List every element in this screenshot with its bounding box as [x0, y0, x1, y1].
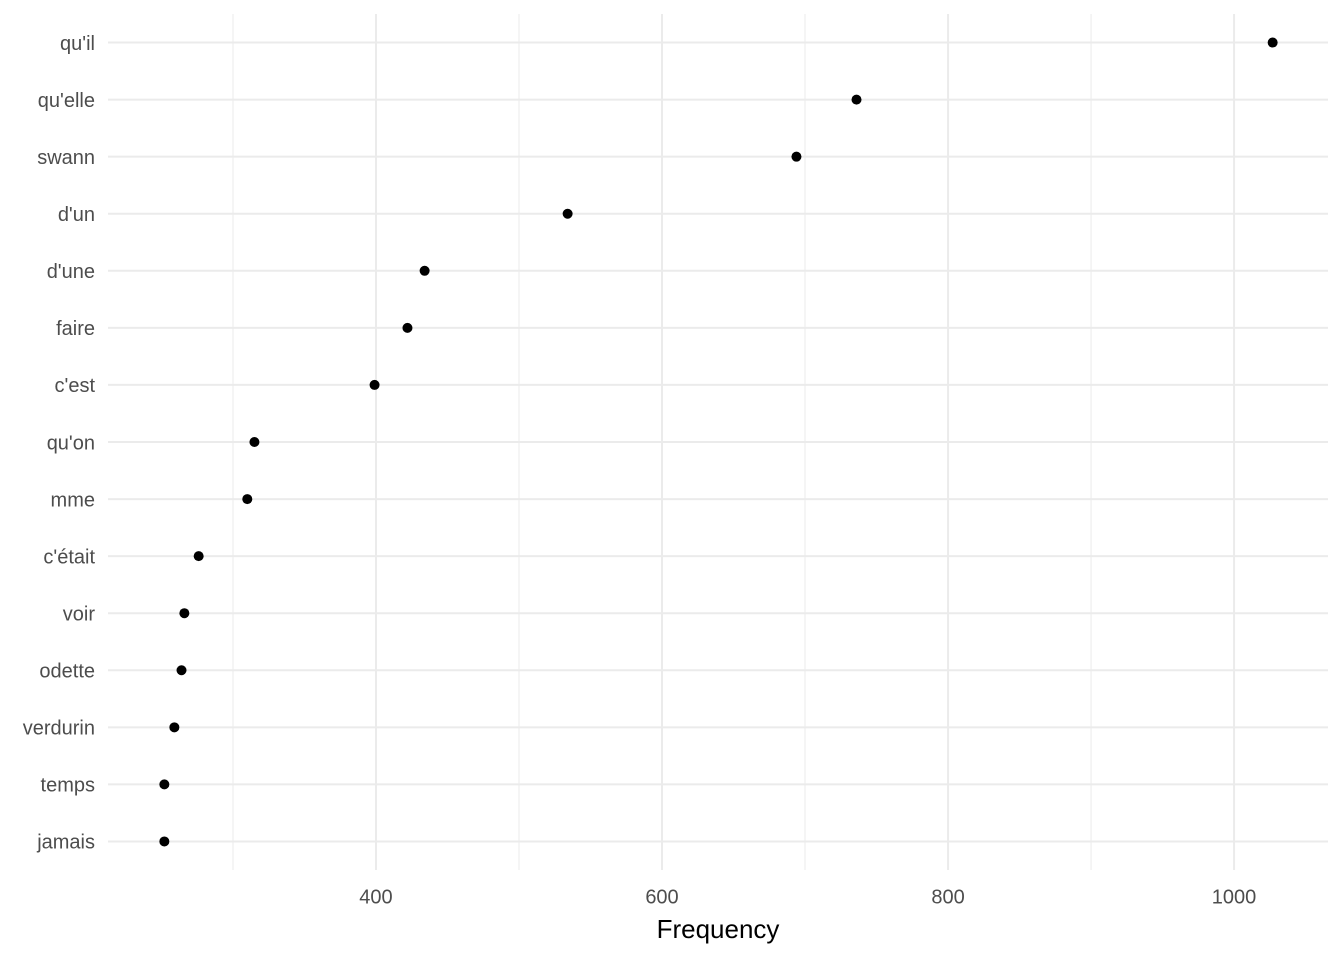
point — [169, 722, 180, 733]
point — [369, 379, 380, 390]
y-tick-label: verdurin — [23, 718, 95, 740]
y-tick-label: swann — [37, 147, 95, 169]
point — [851, 94, 862, 105]
x-tick-label: 600 — [645, 886, 678, 908]
y-tick-label: faire — [56, 318, 95, 340]
y-tick-label: voir — [63, 603, 96, 625]
y-tick-label: qu'elle — [38, 90, 95, 112]
point — [179, 608, 190, 619]
x-tick-label: 1000 — [1212, 886, 1257, 908]
point — [249, 437, 260, 447]
point — [159, 836, 170, 847]
y-tick-label: c'est — [55, 375, 96, 397]
y-tick-label: mme — [51, 489, 95, 511]
y-tick-label: odette — [39, 661, 95, 683]
x-axis-title: Frequency — [657, 914, 780, 944]
y-tick-label: c'était — [43, 546, 95, 568]
point — [419, 265, 430, 276]
y-tick-label: d'une — [47, 261, 95, 283]
point — [562, 208, 573, 219]
point — [176, 665, 187, 676]
x-tick-label: 800 — [931, 886, 964, 908]
x-tick-label: 400 — [359, 886, 392, 908]
y-tick-label: temps — [41, 775, 95, 797]
y-tick-label: qu'on — [47, 432, 95, 454]
point — [242, 494, 253, 505]
point — [159, 779, 170, 790]
point — [1267, 37, 1278, 48]
y-tick-label: jamais — [36, 832, 95, 854]
y-tick-label: qu'il — [60, 33, 95, 55]
point — [402, 322, 413, 333]
point — [193, 551, 204, 562]
point — [791, 151, 802, 162]
y-tick-label: d'un — [58, 204, 95, 226]
